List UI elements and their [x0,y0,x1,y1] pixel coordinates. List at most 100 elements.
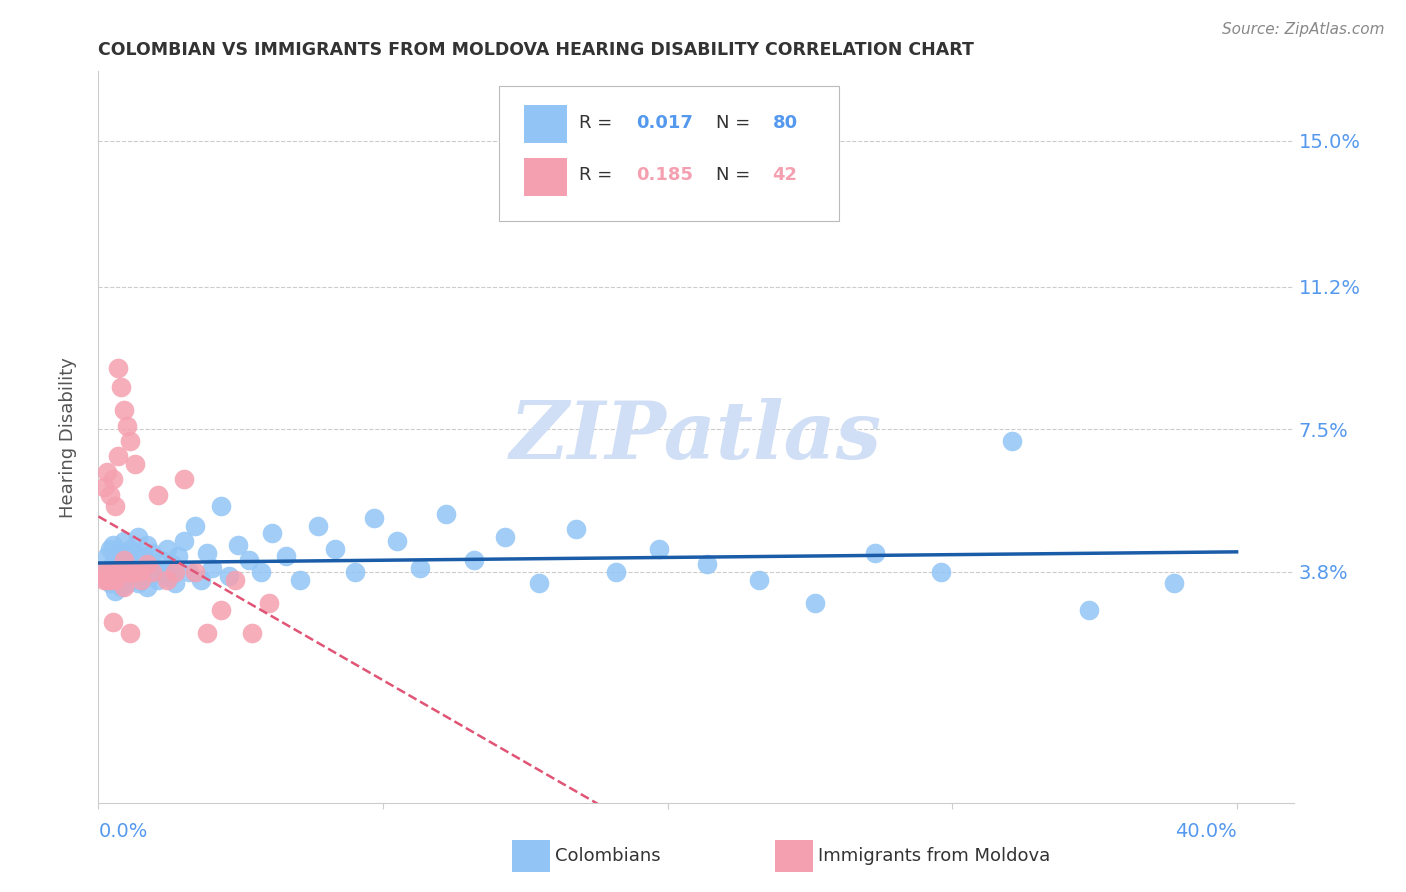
Point [260,526,283,541]
Point [148,488,170,502]
Point [129,573,152,587]
Point [107,565,129,579]
Text: Colombians: Colombians [555,847,661,865]
Point [179,565,201,579]
Point [323,541,346,556]
Point [494,530,516,544]
Point [209,500,232,514]
Point [112,403,135,417]
Point [184,518,207,533]
Point [98,541,121,556]
Point [150,553,173,567]
Point [218,568,240,582]
Point [190,573,212,587]
Point [648,541,671,556]
Point [118,565,141,579]
Point [363,511,385,525]
Point [96,465,118,479]
Point [110,545,132,559]
Point [104,500,127,514]
Point [132,549,155,564]
Y-axis label: Hearing Disability: Hearing Disability [59,357,77,517]
Point [104,573,127,587]
FancyBboxPatch shape [524,105,567,143]
Text: Source: ZipAtlas.com: Source: ZipAtlas.com [1222,22,1385,37]
Point [107,450,129,464]
Point [101,568,124,582]
Point [90,565,112,579]
Point [290,573,312,587]
Point [104,553,127,567]
Point [96,549,118,564]
Point [249,565,271,579]
Point [165,565,187,579]
Point [184,565,207,579]
Text: 42: 42 [772,167,797,185]
FancyBboxPatch shape [775,840,813,872]
Point [101,557,124,571]
Point [143,561,166,575]
Point [93,480,115,494]
Point [165,576,187,591]
Point [115,561,138,575]
Point [409,561,432,575]
Point [226,538,249,552]
FancyBboxPatch shape [512,840,550,872]
Point [127,565,149,579]
Point [115,576,138,591]
Point [112,565,135,579]
Point [696,557,718,571]
Point [101,565,124,579]
Point [107,573,129,587]
Point [118,568,141,582]
Point [110,565,132,579]
Text: R =: R = [579,114,617,132]
Point [132,565,155,579]
Point [195,626,218,640]
Text: N =: N = [716,167,756,185]
Point [107,360,129,375]
Point [1001,434,1024,448]
Point [141,565,163,579]
Point [110,580,132,594]
Point [434,507,457,521]
Point [156,541,179,556]
Point [124,457,146,471]
Point [96,573,118,587]
Text: 40.0%: 40.0% [1175,822,1237,841]
Point [276,549,298,564]
Point [167,549,190,564]
Text: N =: N = [716,114,756,132]
Point [129,573,152,587]
Point [101,538,124,552]
Point [121,573,143,587]
Point [156,573,179,587]
Point [865,545,887,559]
Point [463,553,485,567]
Point [112,534,135,549]
Point [127,530,149,544]
Point [110,380,132,394]
Point [101,472,124,486]
Point [127,576,149,591]
Point [201,561,224,575]
Point [1163,576,1185,591]
Point [224,573,246,587]
Text: COLOMBIAN VS IMMIGRANTS FROM MOLDOVA HEARING DISABILITY CORRELATION CHART: COLOMBIAN VS IMMIGRANTS FROM MOLDOVA HEA… [98,41,974,59]
Point [93,565,115,579]
Point [124,565,146,579]
Point [804,596,827,610]
Point [124,545,146,559]
Point [121,565,143,579]
Point [118,626,141,640]
Point [238,553,260,567]
Point [343,565,366,579]
Text: 0.0%: 0.0% [98,822,148,841]
Point [141,545,163,559]
Point [135,580,157,594]
Point [605,565,627,579]
Point [129,561,152,575]
Point [96,573,118,587]
FancyBboxPatch shape [499,86,839,220]
Point [118,541,141,556]
